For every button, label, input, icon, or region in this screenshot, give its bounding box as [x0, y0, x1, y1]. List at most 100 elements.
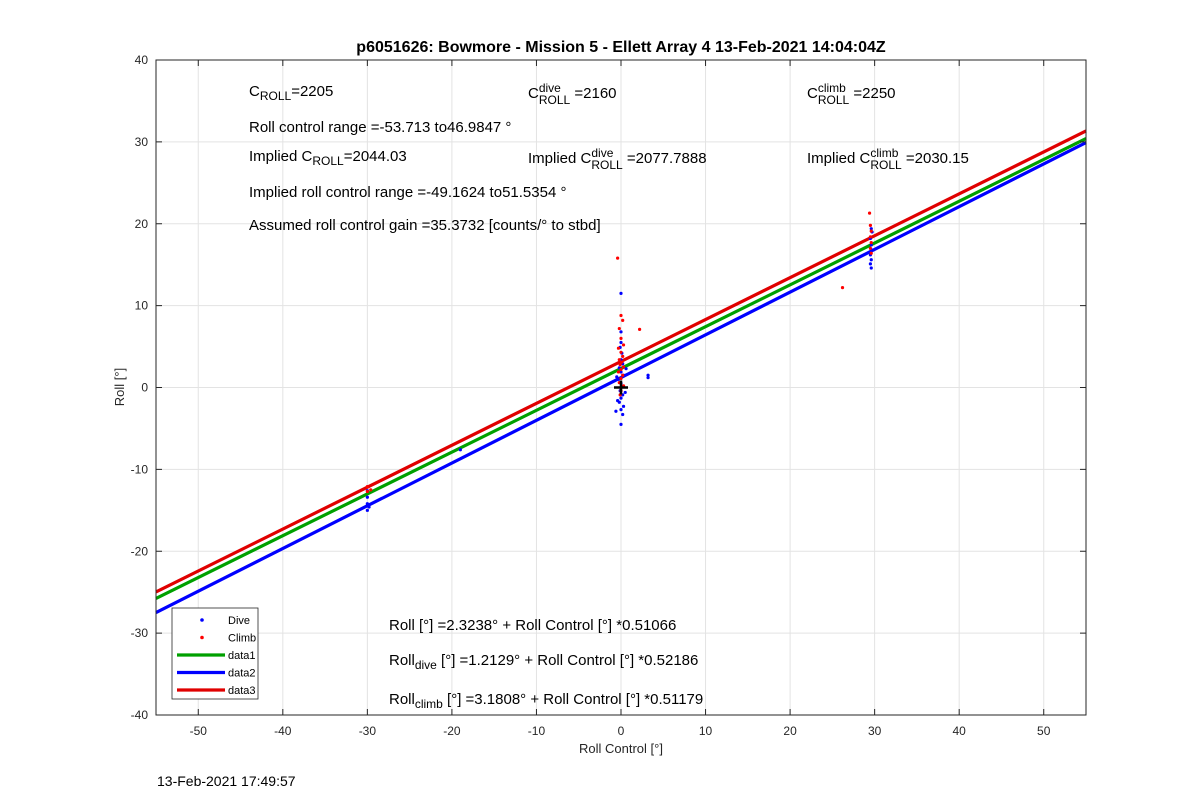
dive-point: [619, 370, 623, 374]
c-roll-climb-base: C: [807, 84, 818, 102]
y-tick-label: 20: [135, 217, 149, 231]
dive-point: [619, 291, 623, 295]
dive-point: [365, 508, 369, 512]
climb-point: [618, 362, 622, 367]
x-tick-label: 10: [699, 724, 713, 738]
climb-point: [621, 373, 625, 377]
print-timestamp: 13-Feb-2021 17:49:57: [157, 773, 296, 789]
dive-point: [869, 243, 873, 247]
y-tick-label: 40: [135, 53, 149, 67]
y-tick-label: -20: [131, 544, 149, 558]
implied-c-roll-dive-value: =2077.7888: [626, 149, 707, 167]
climb-point: [869, 240, 873, 245]
dive-point: [619, 396, 623, 400]
x-tick-label: -20: [443, 724, 461, 738]
dive-point: [619, 340, 623, 345]
dive-point: [623, 390, 627, 395]
c-roll-dive-base: C: [528, 84, 539, 102]
x-tick-label: -40: [274, 724, 292, 738]
climb-point: [868, 223, 873, 227]
chart-title: p6051626: Bowmore - Mission 5 - Ellett A…: [356, 39, 886, 56]
c-roll-climb-sub: ROLL: [817, 93, 850, 107]
dive-point: [869, 266, 873, 270]
dive-point: [646, 376, 650, 380]
implied-c-roll-annotation: Implied CROLL=2044.03: [249, 148, 407, 170]
climb-point: [619, 313, 623, 318]
y-tick-label: -10: [131, 462, 149, 476]
fit-dive-base: Roll: [389, 652, 415, 669]
dive-point: [365, 495, 369, 499]
y-tick-label: 10: [135, 299, 149, 313]
implied-c-roll-climb-value: =2030.15: [905, 149, 969, 167]
legend-label: data3: [228, 685, 256, 697]
dive-point: [869, 227, 873, 231]
climb-point: [369, 488, 373, 492]
dive-point: [367, 505, 371, 509]
climb-point: [365, 484, 369, 489]
c-roll-dive-sub: ROLL: [538, 93, 571, 107]
x-axis-label: Roll Control [°]: [579, 741, 663, 756]
legend-label: data2: [228, 668, 256, 680]
implied-c-roll-climb-prefix: Implied C: [807, 149, 871, 167]
c-roll-dive-sup: dive: [538, 81, 561, 95]
c-roll-base: C: [249, 83, 260, 100]
x-tick-label: -30: [359, 724, 377, 738]
fit-climb-rest: [°] =3.1808° + Roll Control [°] *0.51179: [442, 691, 704, 708]
legend-label: Climb: [228, 633, 256, 645]
fit-all-equation: Roll [°] =2.3238° + Roll Control [°] *0.…: [389, 617, 677, 634]
legend-marker-dive: [200, 618, 204, 622]
dive-point: [646, 373, 650, 377]
legend-label: Dive: [228, 615, 250, 627]
x-tick-label: 50: [1037, 724, 1051, 738]
implied-c-roll-dive-prefix: Implied C: [528, 149, 592, 167]
dive-point: [616, 377, 621, 381]
x-tick-label: 40: [953, 724, 967, 738]
assumed-gain-text: Assumed roll control gain =35.3732 [coun…: [249, 217, 601, 234]
fit-climb-base: Roll: [389, 691, 415, 708]
climb-point: [617, 326, 621, 331]
climb-point: [621, 354, 625, 358]
fit-dive-equation: Rolldive [°] =1.2129° + Roll Control [°]…: [389, 652, 698, 674]
climb-point: [616, 256, 620, 260]
implied-c-roll-climb-sup: climb: [870, 146, 899, 160]
x-tick-label: 20: [783, 724, 797, 738]
origin-marker: [614, 380, 628, 395]
dive-point: [616, 399, 620, 403]
dive-point: [869, 258, 873, 262]
fit-climb-sub: climb: [414, 697, 443, 711]
x-tick-label: 0: [618, 724, 625, 738]
x-tick-label: 30: [868, 724, 882, 738]
implied-c-roll-climb-sub: ROLL: [870, 158, 902, 172]
x-tick-label: -50: [190, 724, 208, 738]
climb-point: [619, 336, 623, 340]
climb-point: [619, 376, 623, 381]
implied-c-roll-prefix: Implied C: [249, 148, 313, 165]
axis-ticks: -50 -40 -30 -20 -10 0 10 20 30 40 50 -40 -30 -20 -10 0 1…: [131, 53, 1086, 738]
dive-point: [619, 330, 623, 334]
y-tick-label: 0: [141, 381, 148, 395]
climb-point: [869, 229, 873, 233]
fit-dive-rest: [°] =1.2129° + Roll Control [°] *0.52186: [436, 652, 699, 669]
climb-point: [619, 367, 623, 372]
c-roll-dive-value: =2160: [574, 84, 617, 102]
c-roll-climb-sup: climb: [817, 81, 846, 95]
climb-point: [868, 235, 873, 239]
dive-point: [624, 367, 628, 371]
climb-point: [840, 286, 845, 290]
c-roll-sub: ROLL: [259, 89, 292, 103]
fit-dive-sub: dive: [414, 658, 437, 672]
c-roll-value: =2205: [291, 83, 334, 100]
climb-point: [619, 350, 623, 354]
implied-c-roll-dive-sup: dive: [591, 146, 614, 160]
implied-c-roll-dive-sub: ROLL: [591, 158, 623, 172]
dive-point: [458, 448, 462, 452]
y-tick-label: -30: [131, 626, 149, 640]
dive-point: [614, 409, 618, 413]
climb-point: [621, 343, 626, 347]
implied-c-roll-value: =2044.03: [343, 148, 407, 165]
roll-control-range-text: Roll control range =-53.713 to46.9847 °: [249, 119, 512, 136]
x-tick-label: -10: [528, 724, 546, 738]
